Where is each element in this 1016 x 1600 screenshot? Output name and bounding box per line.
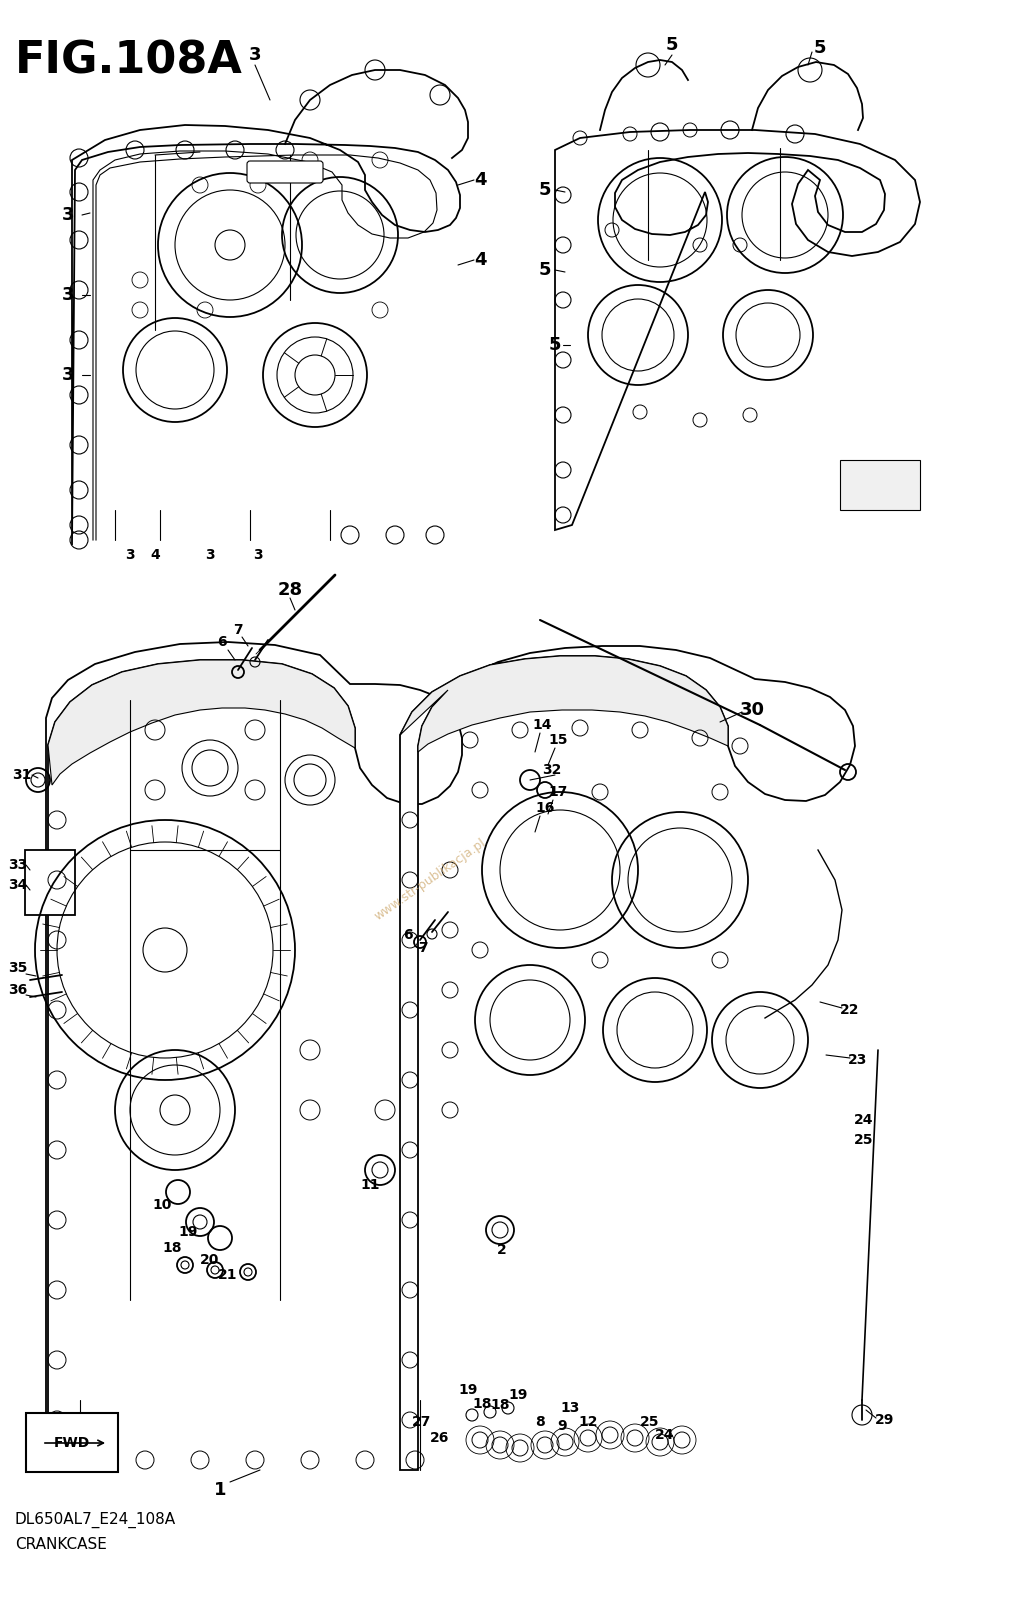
Text: 1: 1 [213,1482,227,1499]
FancyBboxPatch shape [26,1413,118,1472]
Text: 23: 23 [848,1053,868,1067]
Text: 3: 3 [253,547,263,562]
Text: 18: 18 [472,1397,492,1411]
Text: 26: 26 [431,1430,450,1445]
Text: 25: 25 [854,1133,874,1147]
Text: 16: 16 [535,802,555,814]
Polygon shape [25,850,75,915]
Text: FIG.108A: FIG.108A [15,40,243,83]
Text: 24: 24 [655,1427,675,1442]
Polygon shape [555,130,920,530]
Text: 15: 15 [549,733,568,747]
Polygon shape [46,642,462,1470]
Text: 18: 18 [163,1242,182,1254]
Text: 3: 3 [62,286,74,304]
Text: 6: 6 [403,928,412,942]
Text: 8: 8 [535,1414,545,1429]
Text: 17: 17 [549,786,568,798]
Text: 5: 5 [814,38,826,58]
Text: 7: 7 [419,941,428,955]
Text: 3: 3 [62,206,74,224]
Text: 5: 5 [538,181,552,198]
Text: 19: 19 [508,1387,527,1402]
Text: 5: 5 [665,35,679,54]
Text: 13: 13 [560,1402,580,1414]
Text: FWD: FWD [54,1437,90,1450]
Text: 2: 2 [497,1243,507,1258]
Text: 4: 4 [473,171,487,189]
FancyBboxPatch shape [247,162,323,182]
Text: 3: 3 [125,547,135,562]
Text: DL650AL7_E24_108A: DL650AL7_E24_108A [15,1512,176,1528]
Text: 27: 27 [412,1414,432,1429]
Text: 29: 29 [876,1413,895,1427]
Text: 34: 34 [8,878,27,893]
Text: 4: 4 [150,547,160,562]
Text: 3: 3 [62,366,74,384]
Text: 6: 6 [217,635,227,650]
Text: 5: 5 [538,261,552,278]
Text: 4: 4 [473,251,487,269]
Text: CRANKCASE: CRANKCASE [15,1538,107,1552]
Text: 12: 12 [578,1414,597,1429]
Text: 36: 36 [8,982,27,997]
Text: 21: 21 [218,1267,238,1282]
Text: 22: 22 [840,1003,860,1018]
Polygon shape [840,461,920,510]
Text: 14: 14 [532,718,552,733]
Text: 33: 33 [8,858,27,872]
Text: 11: 11 [361,1178,380,1192]
Polygon shape [72,125,460,546]
Text: 25: 25 [640,1414,659,1429]
Text: 32: 32 [543,763,562,778]
Text: 3: 3 [249,46,261,64]
Polygon shape [400,656,728,752]
Text: 28: 28 [277,581,303,598]
Text: 19: 19 [179,1226,198,1238]
Text: 10: 10 [152,1198,172,1213]
Text: 9: 9 [557,1419,567,1434]
Text: 19: 19 [458,1382,478,1397]
Text: 20: 20 [200,1253,219,1267]
Text: 5: 5 [549,336,561,354]
Text: www.str-publikacja.pl: www.str-publikacja.pl [372,837,488,923]
Polygon shape [48,659,355,786]
Text: 18: 18 [491,1398,510,1411]
Text: 31: 31 [12,768,31,782]
Text: 7: 7 [234,622,243,637]
Text: 30: 30 [740,701,764,718]
Text: 24: 24 [854,1114,874,1126]
Text: 3: 3 [205,547,214,562]
Text: 35: 35 [8,962,27,974]
Polygon shape [400,646,855,1470]
